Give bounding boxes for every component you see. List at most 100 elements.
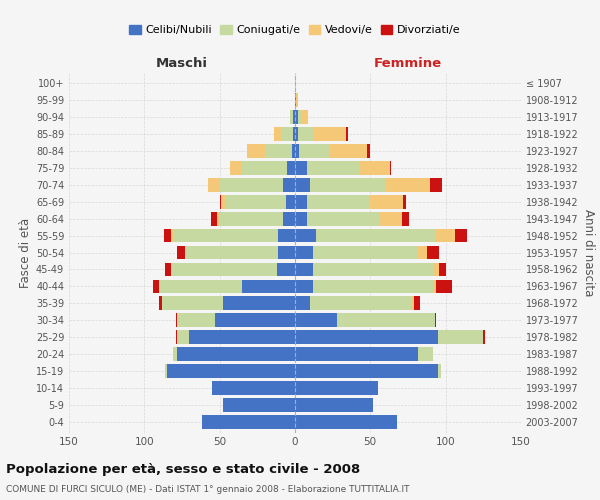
Bar	[242, 160, 287, 174]
Bar	[414, 296, 420, 310]
Bar	[295, 92, 296, 106]
Bar	[247, 144, 265, 158]
Bar	[185, 246, 278, 260]
Bar	[295, 314, 337, 328]
Bar	[438, 330, 483, 344]
Bar	[439, 262, 445, 276]
Bar	[230, 160, 242, 174]
Bar	[412, 296, 414, 310]
Bar	[310, 296, 412, 310]
Bar	[295, 280, 313, 293]
Bar	[208, 178, 220, 192]
Bar	[418, 246, 427, 260]
Bar	[277, 262, 295, 276]
Bar	[436, 280, 452, 293]
Bar	[290, 110, 293, 124]
Bar	[295, 228, 316, 242]
Bar	[329, 144, 367, 158]
Bar	[379, 212, 402, 226]
Bar	[173, 348, 178, 362]
Bar	[313, 126, 346, 140]
Bar	[418, 348, 433, 362]
Bar	[178, 246, 185, 260]
Bar	[172, 228, 173, 242]
Bar	[220, 194, 221, 208]
Bar	[296, 92, 298, 106]
Bar	[402, 212, 409, 226]
Bar	[313, 262, 433, 276]
Bar	[278, 246, 295, 260]
Bar	[295, 212, 307, 226]
Bar	[223, 398, 295, 412]
Bar	[172, 262, 277, 276]
Bar	[217, 212, 220, 226]
Bar	[265, 144, 292, 158]
Bar	[295, 110, 298, 124]
Bar	[220, 212, 283, 226]
Bar	[293, 110, 295, 124]
Bar	[281, 126, 293, 140]
Bar	[295, 330, 438, 344]
Bar	[173, 228, 278, 242]
Bar	[295, 262, 313, 276]
Bar	[390, 160, 391, 174]
Bar	[190, 330, 295, 344]
Bar	[215, 314, 295, 328]
Bar	[286, 194, 295, 208]
Bar	[211, 212, 217, 226]
Bar	[295, 144, 299, 158]
Bar	[307, 160, 359, 174]
Bar	[220, 178, 283, 192]
Bar	[223, 296, 295, 310]
Bar	[242, 280, 295, 293]
Bar	[160, 296, 163, 310]
Bar	[370, 194, 403, 208]
Bar	[427, 246, 439, 260]
Bar	[295, 348, 418, 362]
Bar	[298, 126, 313, 140]
Text: COMUNE DI FURCI SICULO (ME) - Dati ISTAT 1° gennaio 2008 - Elaborazione TUTTITAL: COMUNE DI FURCI SICULO (ME) - Dati ISTAT…	[6, 485, 409, 494]
Bar	[221, 194, 226, 208]
Bar	[433, 280, 436, 293]
Bar	[166, 262, 172, 276]
Bar	[337, 314, 435, 328]
Bar	[283, 212, 295, 226]
Bar	[295, 126, 298, 140]
Bar	[430, 178, 442, 192]
Bar	[316, 228, 436, 242]
Bar	[178, 314, 215, 328]
Bar	[293, 126, 295, 140]
Bar	[310, 178, 385, 192]
Legend: Celibi/Nubili, Coniugati/e, Vedovi/e, Divorziati/e: Celibi/Nubili, Coniugati/e, Vedovi/e, Di…	[125, 20, 465, 40]
Bar	[176, 314, 178, 328]
Bar	[299, 144, 329, 158]
Bar	[359, 160, 390, 174]
Y-axis label: Fasce di età: Fasce di età	[19, 218, 32, 288]
Bar	[438, 364, 441, 378]
Bar	[435, 314, 436, 328]
Text: Femmine: Femmine	[374, 57, 442, 70]
Bar	[178, 330, 190, 344]
Bar	[202, 416, 295, 430]
Bar	[164, 228, 172, 242]
Bar	[295, 178, 310, 192]
Bar	[295, 364, 438, 378]
Bar	[433, 262, 439, 276]
Bar	[367, 144, 370, 158]
Bar	[295, 76, 296, 90]
Bar	[295, 160, 307, 174]
Y-axis label: Anni di nascita: Anni di nascita	[582, 209, 595, 296]
Bar	[278, 228, 295, 242]
Bar	[313, 246, 418, 260]
Bar	[295, 246, 313, 260]
Bar	[455, 228, 467, 242]
Bar	[295, 194, 307, 208]
Bar	[298, 110, 301, 124]
Bar	[307, 194, 370, 208]
Bar	[295, 416, 397, 430]
Bar	[385, 178, 430, 192]
Bar	[346, 126, 347, 140]
Bar	[283, 178, 295, 192]
Bar	[163, 296, 223, 310]
Bar	[295, 296, 310, 310]
